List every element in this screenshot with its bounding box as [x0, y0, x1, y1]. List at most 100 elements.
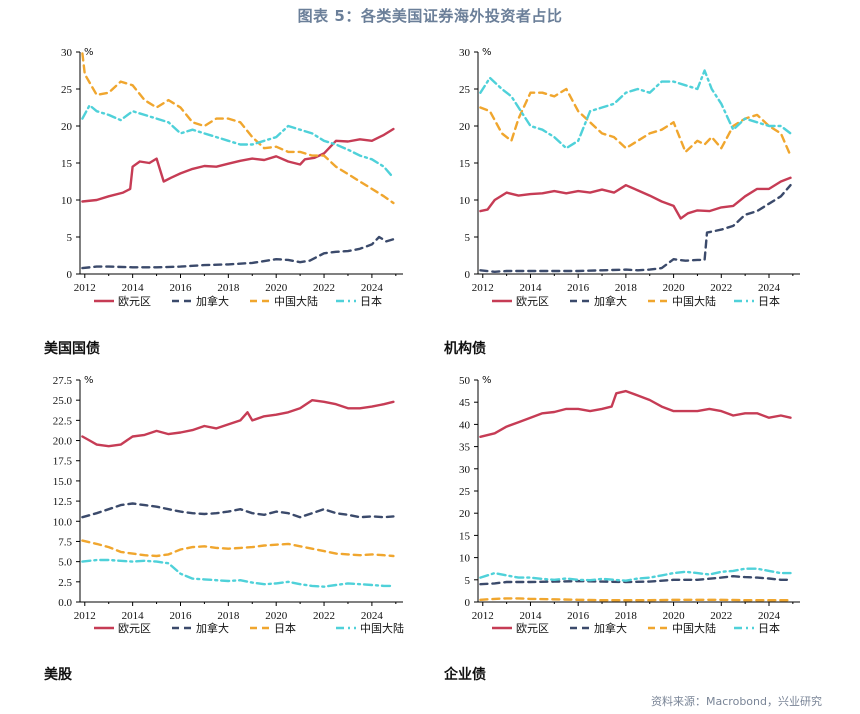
y-tick-label: 2.5 — [58, 577, 72, 589]
series-line-euro — [81, 127, 395, 203]
source-note: 资料来源：Macrobond，兴业研究 — [651, 695, 822, 708]
chart-panel-3: 0 5 10 15 20 25 30 35 40 45 50 % 2012 2014 2016 2018 202… — [459, 375, 800, 635]
x-tick-label: 2020 — [265, 610, 288, 622]
legend-label: 加拿大 — [196, 294, 229, 308]
y-tick-label: 35 — [459, 442, 471, 454]
x-tick-label: 2018 — [217, 610, 240, 622]
legend-label: 日本 — [360, 294, 382, 308]
legend-label: 日本 — [758, 294, 780, 308]
y-tick-label: 22.5 — [53, 415, 73, 427]
x-tick-label: 2018 — [615, 610, 638, 622]
x-tick-label: 2012 — [472, 610, 494, 622]
unit-label: % — [84, 375, 94, 386]
legend-label: 欧元区 — [118, 295, 151, 308]
y-tick-label: 5 — [67, 232, 73, 244]
panel-caption-equity: 美股 — [44, 667, 72, 683]
unit-label: % — [482, 47, 492, 58]
series-line-canada — [81, 235, 395, 270]
series-line-japan — [81, 104, 395, 180]
panel-caption-agency: 机构债 — [444, 341, 486, 357]
y-tick-label: 20 — [459, 121, 471, 133]
panel-caption-treasury: 美国国债 — [44, 341, 100, 357]
x-tick-label: 2020 — [265, 282, 288, 294]
y-tick-label: 30 — [61, 47, 73, 59]
series-line-euro — [479, 176, 792, 220]
y-tick-label: 27.5 — [53, 375, 73, 387]
legend-label: 加拿大 — [594, 294, 627, 308]
x-tick-label: 2012 — [74, 282, 96, 294]
legend-label: 中国大陆 — [274, 294, 318, 308]
series-line-china — [479, 597, 792, 602]
y-tick-label: 0.0 — [58, 597, 72, 609]
y-tick-label: 40 — [459, 419, 471, 431]
series-line-china — [81, 52, 395, 205]
legend-label: 中国大陆 — [672, 294, 716, 308]
x-tick-label: 2024 — [758, 610, 781, 622]
y-tick-label: 10 — [459, 195, 471, 207]
x-tick-label: 2022 — [710, 282, 732, 294]
y-tick-label: 20 — [459, 508, 471, 520]
x-tick-label: 2016 — [567, 282, 590, 294]
legend-label: 中国大陆 — [672, 621, 716, 635]
y-tick-label: 25.0 — [53, 395, 73, 407]
y-tick-label: 30 — [459, 464, 471, 476]
x-tick-label: 2018 — [217, 282, 240, 294]
x-tick-label: 2016 — [169, 610, 192, 622]
x-tick-label: 2014 — [122, 282, 145, 294]
x-tick-label: 2018 — [615, 282, 638, 294]
x-tick-label: 2014 — [519, 610, 542, 622]
x-tick-label: 2024 — [758, 282, 781, 294]
x-tick-label: 2014 — [519, 282, 542, 294]
series-line-china — [479, 87, 792, 157]
x-tick-label: 2014 — [122, 610, 145, 622]
y-tick-label: 25 — [459, 84, 471, 96]
series-line-japan — [479, 69, 792, 150]
y-tick-label: 5 — [465, 575, 471, 587]
chart-panel-1: 0 5 10 15 20 25 30 % 2012 2014 2016 2018 2020 2022 202… — [459, 47, 800, 308]
y-tick-label: 20 — [61, 121, 73, 133]
x-tick-label: 2012 — [74, 610, 96, 622]
y-tick-label: 0 — [465, 269, 471, 281]
legend-label: 加拿大 — [594, 621, 627, 635]
y-tick-label: 20.0 — [53, 436, 73, 448]
unit-label: % — [482, 375, 492, 386]
y-tick-label: 7.5 — [58, 536, 72, 548]
y-tick-label: 5.0 — [58, 557, 72, 569]
legend-label: 日本 — [274, 621, 296, 635]
x-tick-label: 2024 — [361, 610, 384, 622]
series-line-china — [81, 539, 395, 558]
x-tick-label: 2016 — [169, 282, 192, 294]
series-line-canada — [479, 183, 792, 273]
series-line-canada — [81, 502, 395, 519]
y-tick-label: 50 — [459, 375, 471, 387]
y-tick-label: 10.0 — [53, 516, 73, 528]
x-tick-label: 2022 — [313, 282, 335, 294]
x-tick-label: 2024 — [361, 282, 384, 294]
series-line-japan — [81, 558, 395, 588]
y-tick-label: 17.5 — [53, 456, 73, 468]
legend-label: 中国大陆 — [360, 621, 404, 635]
y-tick-label: 15 — [61, 158, 73, 170]
panel-caption-corporate: 企业债 — [444, 667, 486, 683]
x-tick-label: 2020 — [663, 610, 686, 622]
x-tick-label: 2012 — [472, 282, 494, 294]
x-tick-label: 2020 — [663, 282, 686, 294]
y-tick-label: 0 — [465, 597, 471, 609]
chart-panel-2: 0.0 2.5 5.0 7.5 10.0 12.5 15.0 17.5 20.0 22.5 25.0… — [53, 375, 404, 635]
y-tick-label: 12.5 — [53, 496, 73, 508]
y-tick-label: 30 — [459, 47, 471, 59]
y-tick-label: 10 — [61, 195, 73, 207]
legend-label: 欧元区 — [516, 622, 549, 635]
y-tick-label: 10 — [459, 553, 471, 565]
legend-label: 欧元区 — [516, 295, 549, 308]
x-tick-label: 2016 — [567, 610, 590, 622]
x-tick-label: 2022 — [313, 610, 335, 622]
series-line-euro — [479, 389, 792, 438]
unit-label: % — [84, 47, 94, 58]
y-tick-label: 25 — [459, 486, 471, 498]
y-tick-label: 25 — [61, 84, 73, 96]
legend-label: 欧元区 — [118, 622, 151, 635]
y-tick-label: 15.0 — [53, 476, 73, 488]
x-tick-label: 2022 — [710, 610, 732, 622]
